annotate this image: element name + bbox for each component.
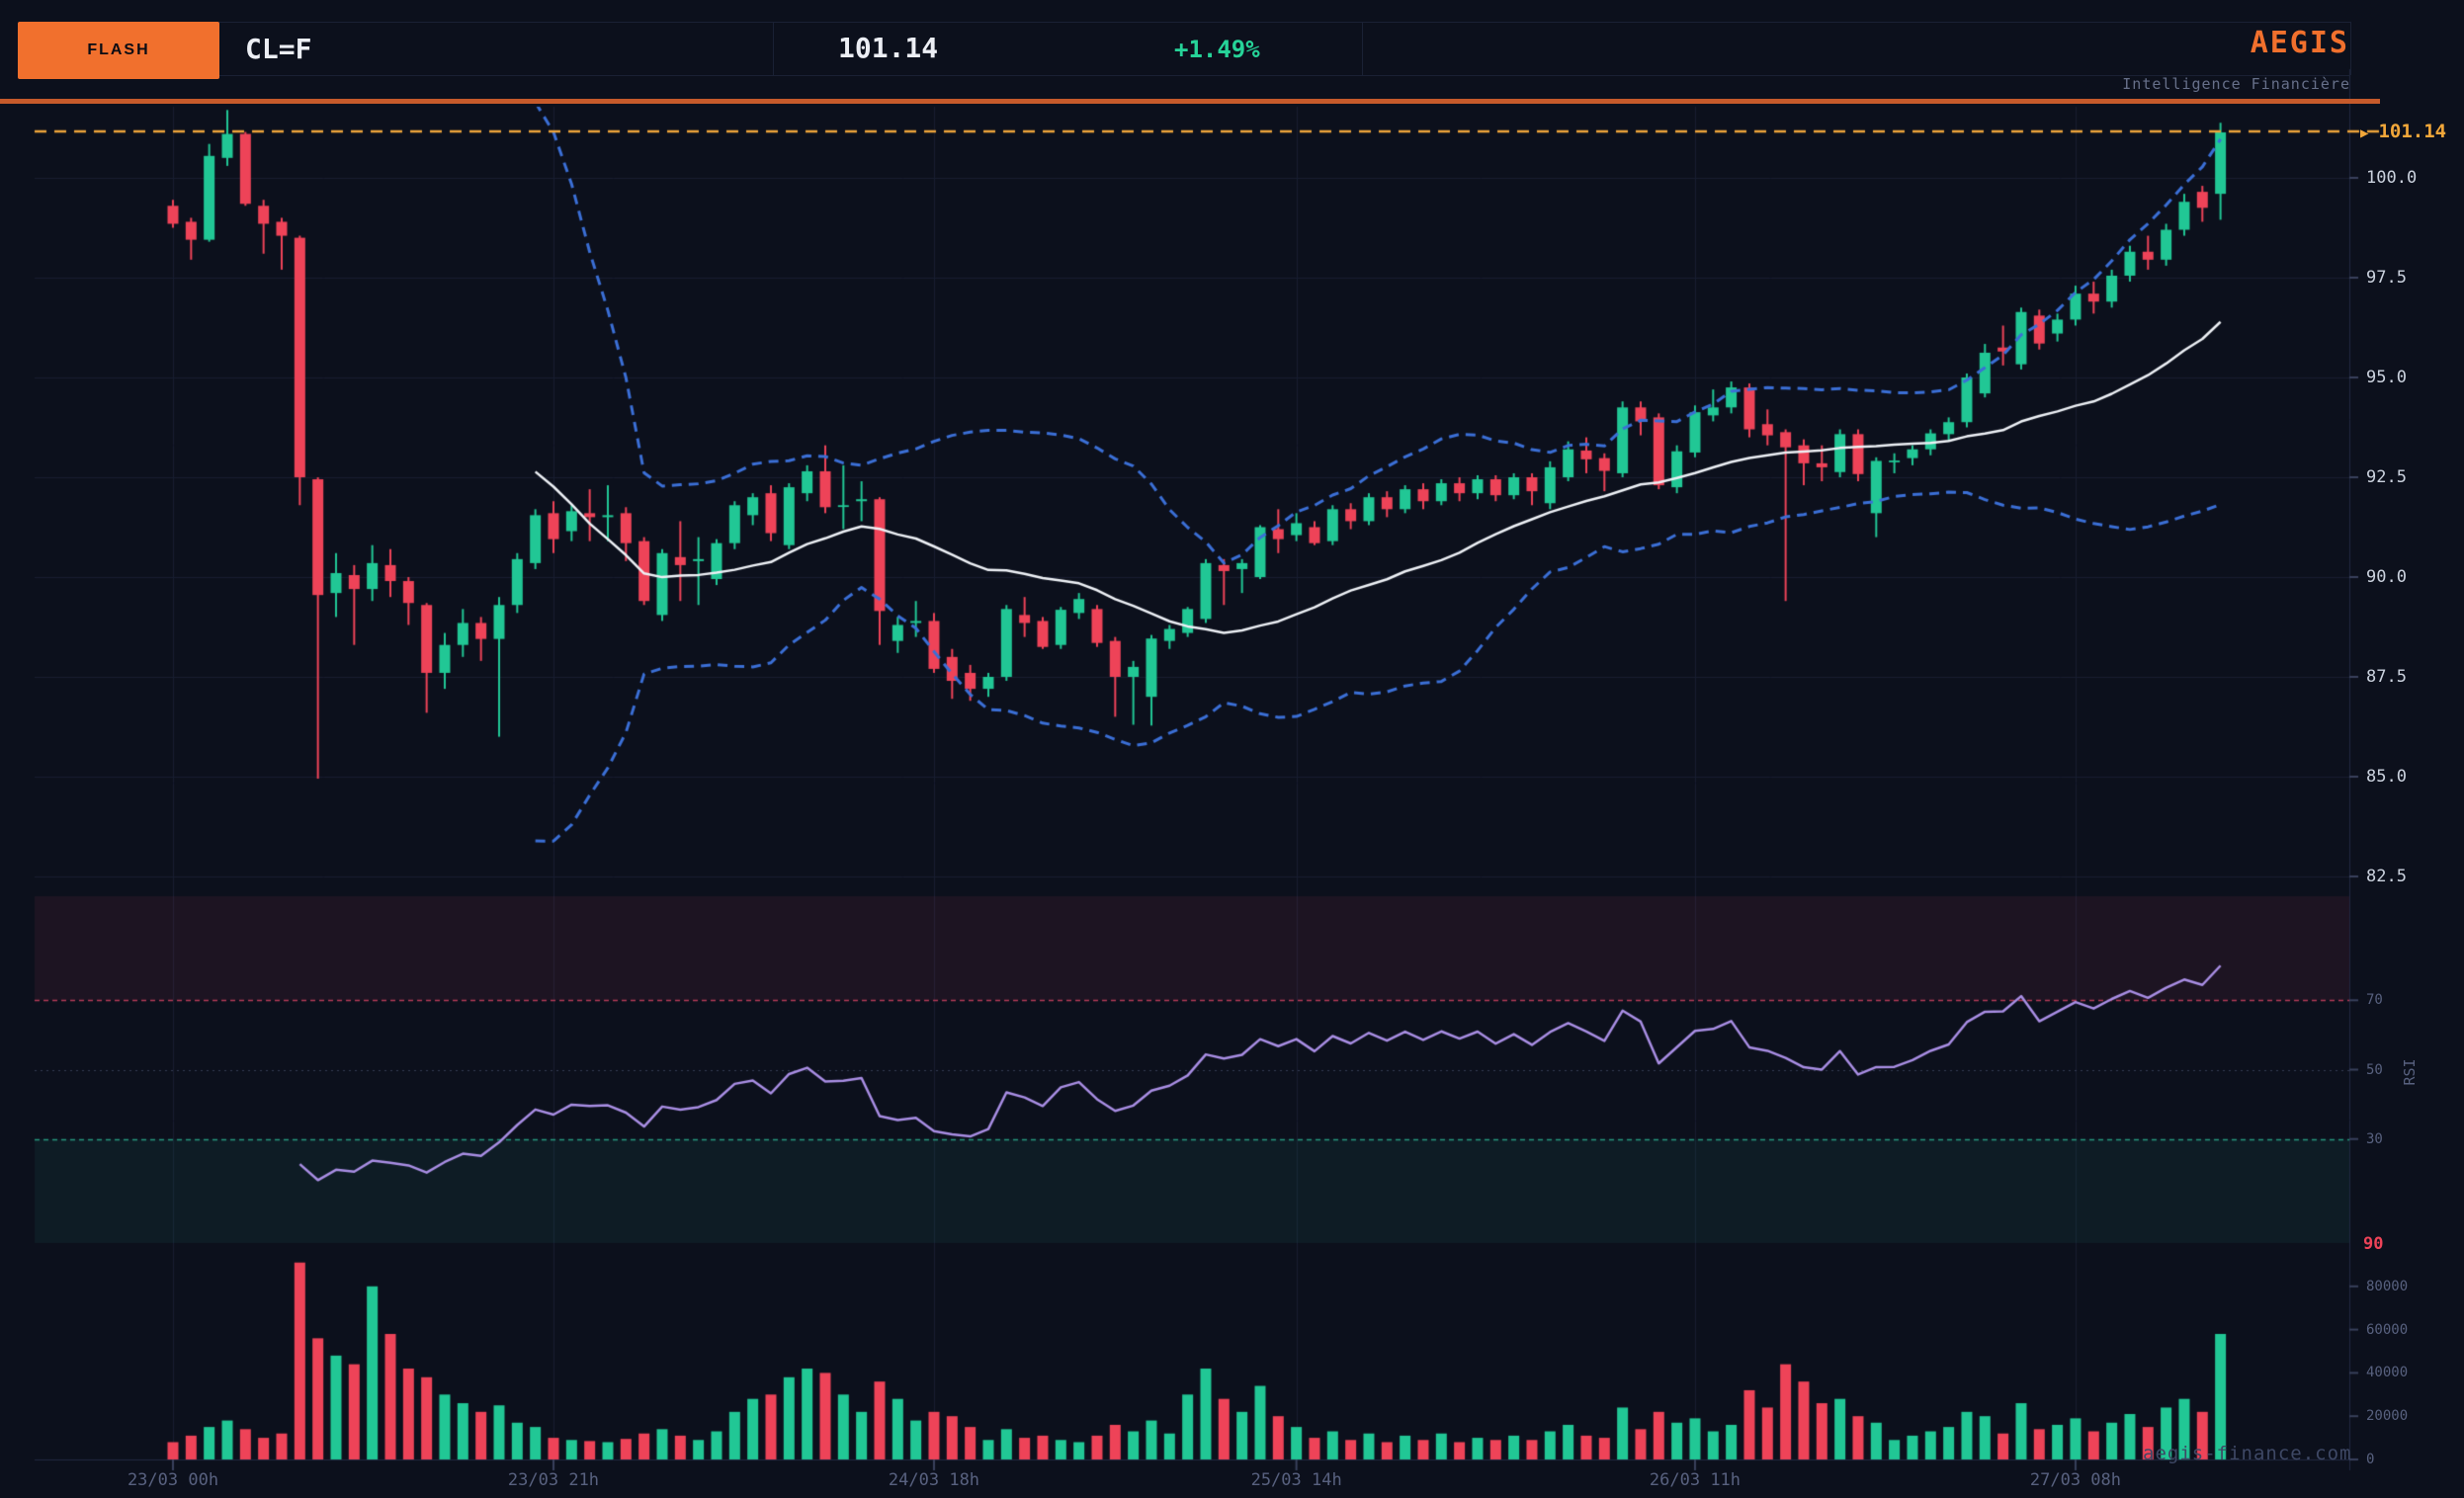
price-axis-label: 90.0 xyxy=(2366,567,2407,587)
price-marker-arrow-icon: ▶ xyxy=(2360,125,2369,141)
time-axis-label: 27/03 08h xyxy=(2029,1470,2122,1490)
header-cell-divider xyxy=(1362,22,1363,75)
rsi-current-value-tag: 90 xyxy=(2363,1234,2384,1254)
price-axis-label: 87.5 xyxy=(2366,667,2407,687)
time-axis-label: 26/03 11h xyxy=(1649,1470,1742,1490)
volume-axis-label: 60000 xyxy=(2366,1321,2409,1338)
flash-button[interactable]: FLASH xyxy=(18,22,219,79)
orange-divider xyxy=(0,99,2380,104)
time-axis-label: 23/03 00h xyxy=(127,1470,219,1490)
header-top-border xyxy=(150,22,2350,23)
ticker-symbol: CL=F xyxy=(245,33,312,65)
price-axis-label: 100.0 xyxy=(2366,168,2418,188)
volume-axis-label: 80000 xyxy=(2366,1278,2409,1294)
rsi-axis-label: 70 xyxy=(2366,992,2383,1009)
watermark: aegis-finance.com xyxy=(2143,1443,2352,1464)
price-axis-label: 82.5 xyxy=(2366,867,2407,886)
rsi-axis-title: RSI xyxy=(2401,1058,2419,1086)
volume-axis-label: 20000 xyxy=(2366,1408,2409,1425)
price-axis-label: 95.0 xyxy=(2366,368,2407,387)
time-axis-label: 25/03 14h xyxy=(1250,1470,1342,1490)
brand-subtitle: Intelligence Financière xyxy=(2122,75,2350,93)
current-price-marker: ▶ 101.14 xyxy=(2360,121,2446,142)
last-price: 101.14 xyxy=(838,32,939,64)
price-axis-label: 92.5 xyxy=(2366,467,2407,487)
price-axis-label: 85.0 xyxy=(2366,767,2407,787)
brand-logo: AEGIS xyxy=(2250,26,2349,60)
price-axis-label: 97.5 xyxy=(2366,268,2407,288)
time-axis-label: 24/03 18h xyxy=(888,1470,980,1490)
header-cell-divider xyxy=(773,22,774,75)
header-bottom-border xyxy=(150,75,2350,76)
volume-axis-label: 0 xyxy=(2366,1452,2375,1467)
header-cell-divider xyxy=(2350,22,2351,75)
price-marker-value: 101.14 xyxy=(2378,121,2447,142)
rsi-axis-label: 50 xyxy=(2366,1061,2383,1078)
rsi-axis-label: 30 xyxy=(2366,1130,2383,1147)
time-axis-label: 23/03 21h xyxy=(507,1470,600,1490)
change-percent: +1.49% xyxy=(1174,36,1260,63)
volume-axis-label: 40000 xyxy=(2366,1365,2409,1381)
